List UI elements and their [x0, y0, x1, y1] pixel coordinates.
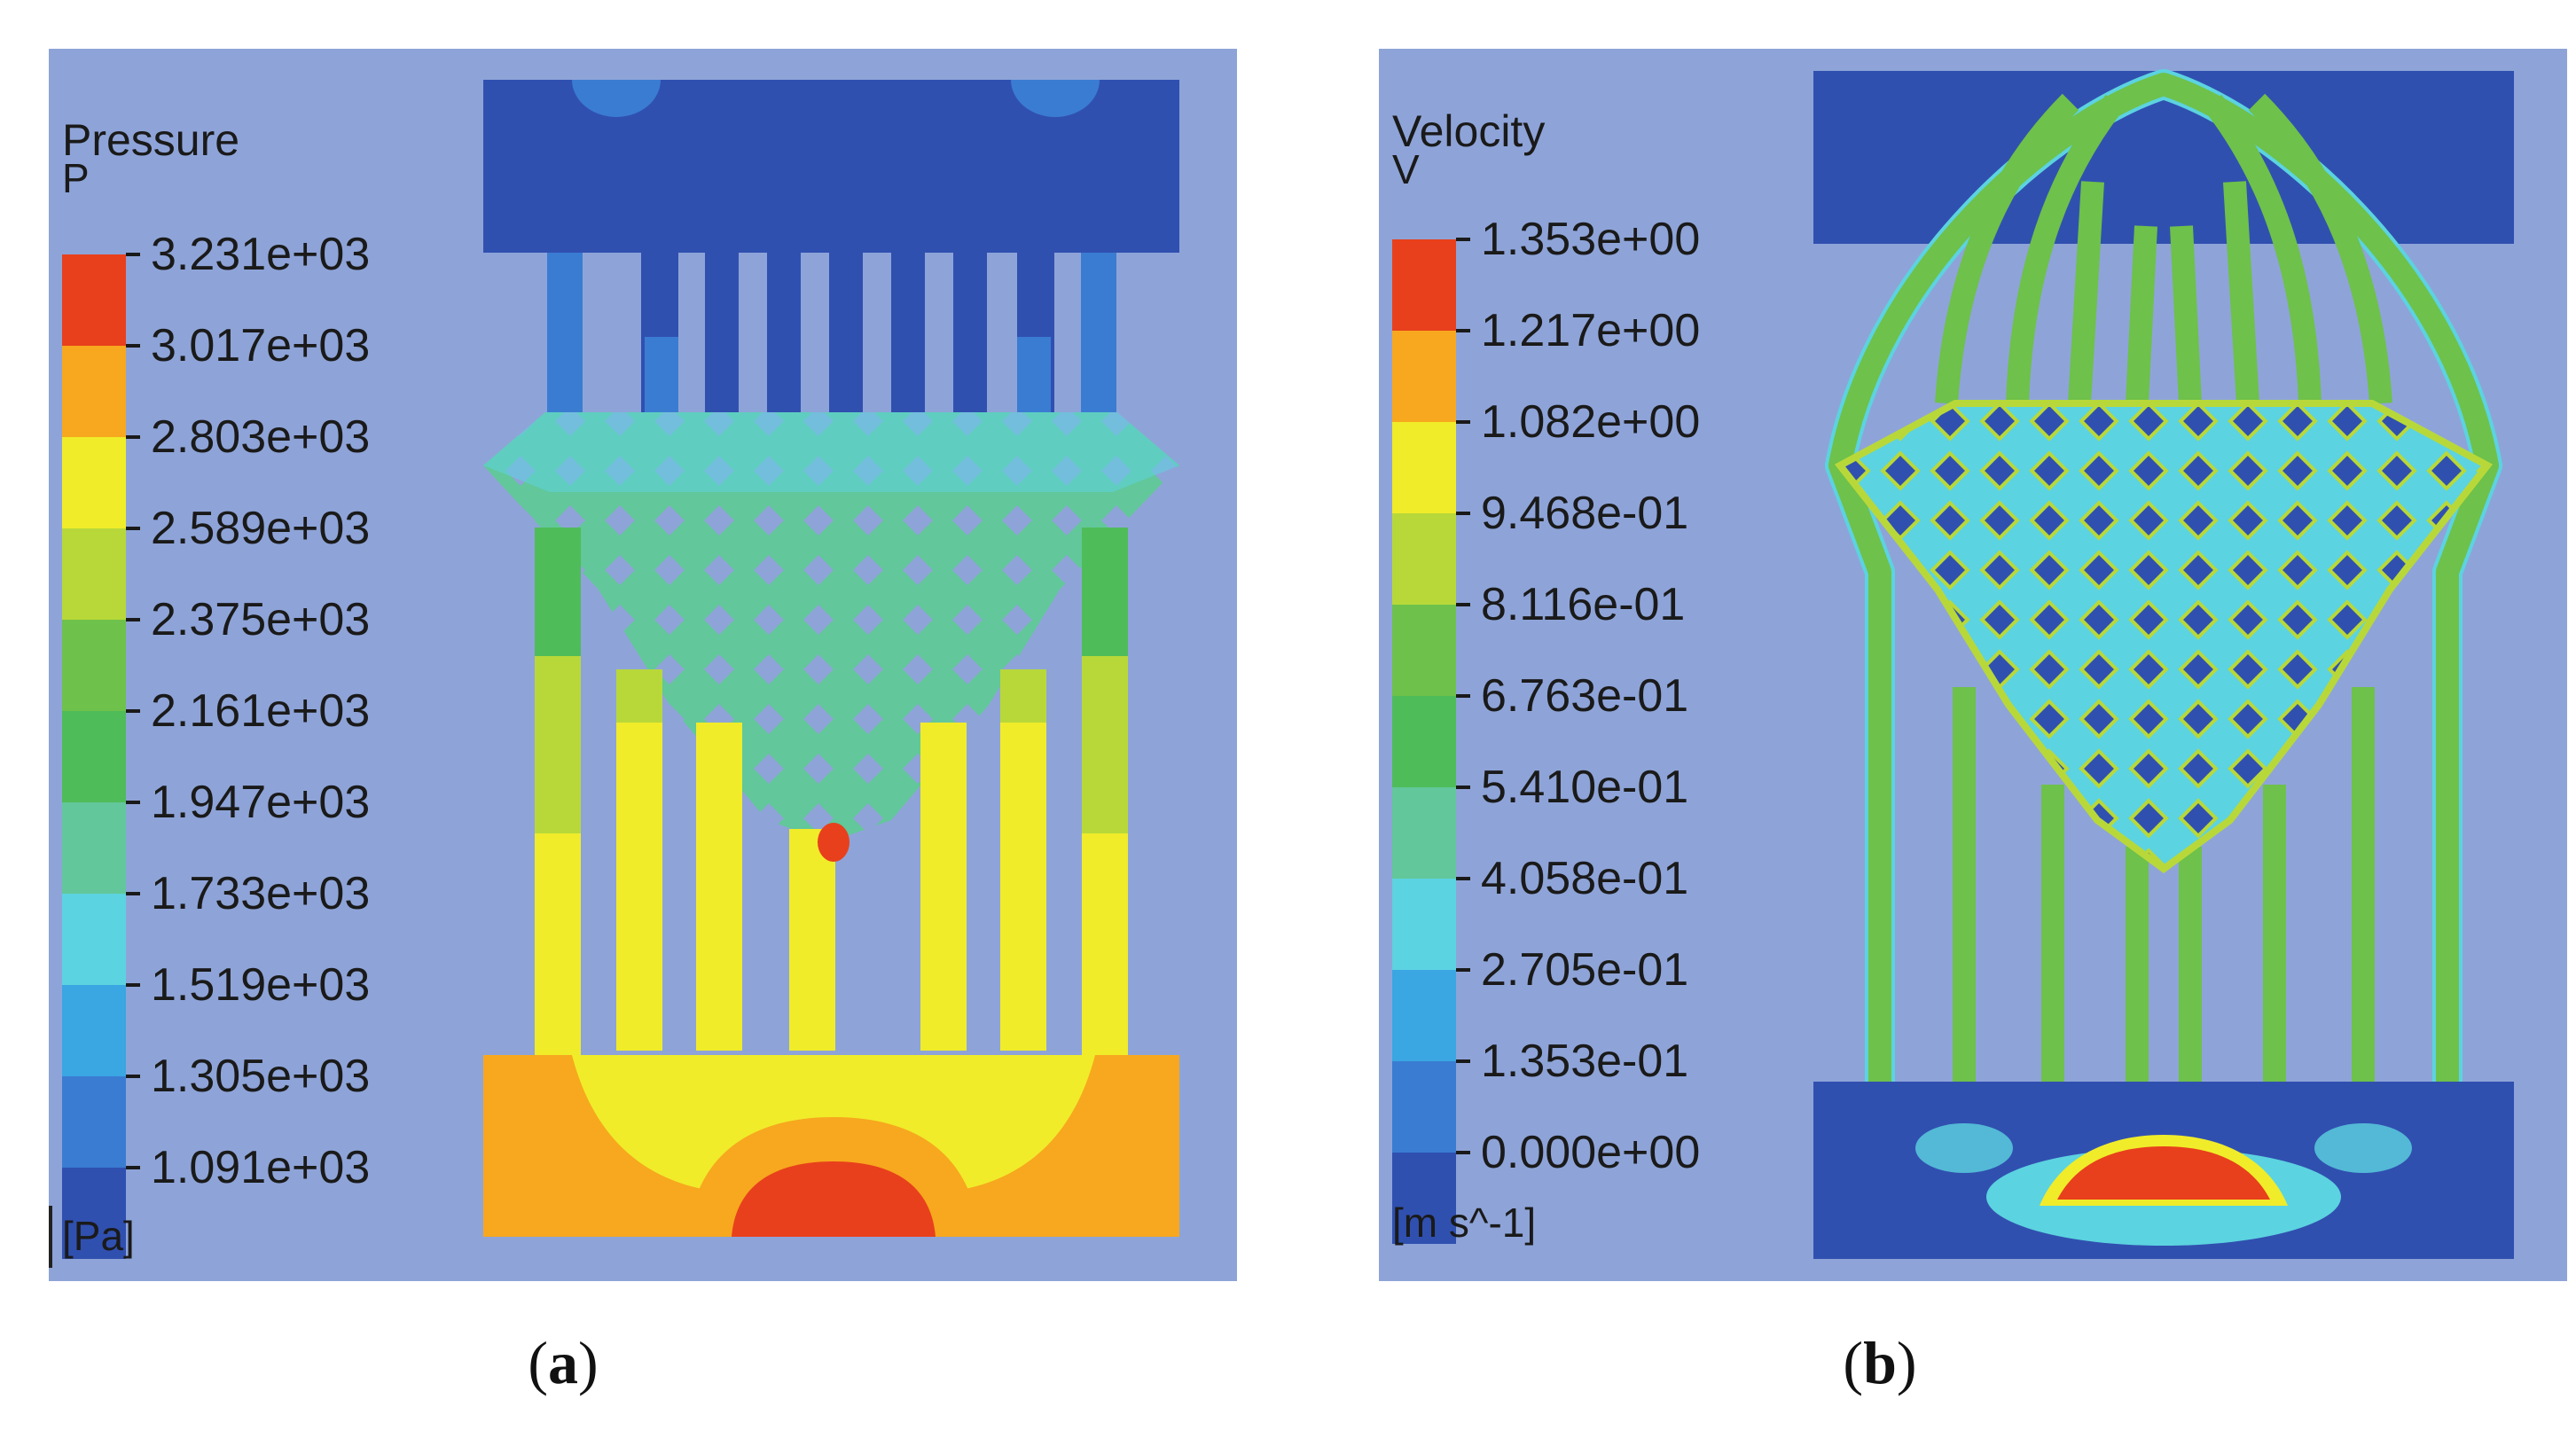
legend-tick-mark: [1456, 238, 1470, 241]
colorbar-segment: [1392, 239, 1456, 331]
legend-tick-label: 3.231e+03: [151, 229, 370, 280]
legend-tick-mark: [1456, 1151, 1470, 1154]
top-inlet-left: [572, 80, 661, 117]
legend-variable: V: [1392, 146, 1420, 192]
velocity-contour-figure: Velocity V 1.353e+00 1.217e+00 1.082e+00 9.…: [1379, 49, 2567, 1281]
colorbar-segment: [62, 620, 126, 711]
caption-b: (b): [1843, 1329, 1917, 1396]
legend-tick-label: 1.353e-01: [1481, 1036, 1688, 1087]
legend-tick-label: 1.353e+00: [1481, 214, 1700, 265]
colorbar-segment: [1392, 331, 1456, 422]
legend-tick-label: 1.082e+00: [1481, 396, 1700, 448]
colorbar-segment: [1392, 879, 1456, 970]
colorbar-segment: [1392, 696, 1456, 787]
legend-tick-mark: [1456, 968, 1470, 972]
velocity-domain: [1813, 69, 2514, 1259]
pressure-legend: Pressure P 3.231e+03 3.017e+03 2.803e+03 2.…: [49, 115, 370, 1268]
top-inlet-right: [1011, 80, 1100, 117]
legend-title: Pressure: [62, 115, 239, 165]
colorbar-segment: [62, 985, 126, 1076]
legend-tick-mark: [1456, 512, 1470, 515]
legend-colorbar: [1392, 239, 1456, 1244]
legend-title: Velocity: [1392, 106, 1545, 156]
legend-ticks: 1.353e+00 1.217e+00 1.082e+00 9.468e-01 8.11…: [1456, 214, 1700, 1178]
legend-tick-mark: [126, 892, 140, 895]
caption-a: (a): [528, 1329, 599, 1396]
colorbar-segment: [62, 894, 126, 985]
colorbar-segment: [62, 528, 126, 620]
legend-tick-label: 1.091e+03: [151, 1142, 370, 1193]
legend-tick-label: 1.733e+03: [151, 868, 370, 919]
legend-tick-mark: [126, 983, 140, 987]
colorbar-segment: [62, 1076, 126, 1168]
legend-tick-mark: [126, 801, 140, 804]
colorbar-segment: [62, 346, 126, 437]
legend-tick-mark: [1456, 603, 1470, 606]
legend-tick-mark: [126, 1166, 140, 1169]
legend-unit: [m s^-1]: [1392, 1200, 1536, 1246]
legend-tick-mark: [126, 344, 140, 348]
colorbar-segment: [62, 437, 126, 528]
legend-tick-mark: [126, 618, 140, 621]
legend-tick-label: 5.410e-01: [1481, 762, 1688, 813]
colorbar-segment: [1392, 970, 1456, 1061]
colorbar-segment: [62, 1168, 126, 1259]
legend-tick-mark: [126, 435, 140, 439]
legend-tick-mark: [1456, 877, 1470, 880]
legend-tick-label: 1.947e+03: [151, 777, 370, 828]
legend-tick-mark: [1456, 1059, 1470, 1063]
pressure-panel: Pressure P 3.231e+03 3.017e+03 2.803e+03 2.…: [49, 49, 1237, 1281]
legend-tick-mark: [1456, 420, 1470, 424]
colorbar-segment: [1392, 422, 1456, 513]
legend-tick-mark: [126, 527, 140, 530]
legend-tick-label: 3.017e+03: [151, 320, 370, 371]
colorbar-segment: [1392, 605, 1456, 696]
legend-variable: P: [62, 155, 90, 201]
velocity-legend: Velocity V 1.353e+00 1.217e+00 1.082e+00 9.…: [1392, 106, 1700, 1246]
legend-colorbar: [62, 254, 126, 1259]
pressure-hotspot-outlet: [732, 1161, 936, 1237]
colorbar-segment: [1392, 1061, 1456, 1153]
legend-tick-label: 4.058e-01: [1481, 853, 1688, 904]
upper-channels: [547, 253, 1116, 434]
velocity-panel: Velocity V 1.353e+00 1.217e+00 1.082e+00 9.…: [1379, 49, 2567, 1281]
legend-tick-label: 1.305e+03: [151, 1051, 370, 1102]
legend-tick-mark: [1456, 694, 1470, 698]
legend-tick-label: 2.161e+03: [151, 685, 370, 737]
colorbar-segment: [1392, 513, 1456, 605]
colorbar-segment: [1392, 787, 1456, 879]
lattice-mixer: [483, 412, 1179, 842]
legend-tick-label: 2.803e+03: [151, 411, 370, 463]
legend-tick-label: 0.000e+00: [1481, 1127, 1700, 1178]
legend-tick-label: 2.375e+03: [151, 594, 370, 645]
legend-tick-label: 9.468e-01: [1481, 488, 1688, 539]
pressure-domain: [483, 80, 1179, 1237]
legend-tick-mark: [126, 709, 140, 713]
colorbar-segment: [62, 802, 126, 894]
colorbar-segment: [62, 711, 126, 802]
pressure-hotspot-center: [818, 823, 850, 862]
pressure-contour-figure: Pressure P 3.231e+03 3.017e+03 2.803e+03 2.…: [49, 49, 1237, 1281]
lower-channels: [535, 528, 1128, 1055]
legend-tick-mark: [126, 1075, 140, 1078]
legend-tick-mark: [126, 253, 140, 256]
velocity-streams: [1825, 69, 2502, 1082]
colorbar-segment: [62, 254, 126, 346]
legend-tick-label: 8.116e-01: [1481, 579, 1685, 630]
legend-unit-bracket: [49, 1206, 52, 1268]
legend-tick-label: 2.589e+03: [151, 503, 370, 554]
legend-unit: [Pa]: [62, 1213, 135, 1259]
legend-ticks: 3.231e+03 3.017e+03 2.803e+03 2.589e+03 2.37…: [126, 229, 370, 1193]
legend-tick-label: 1.519e+03: [151, 959, 370, 1011]
legend-tick-label: 1.217e+00: [1481, 305, 1700, 356]
legend-tick-mark: [1456, 786, 1470, 789]
legend-tick-mark: [1456, 329, 1470, 332]
lattice-mixer: [1834, 400, 2494, 873]
outlet-jet-core: [2057, 1146, 2270, 1200]
colorbar-segment: [1392, 1153, 1456, 1244]
legend-tick-label: 2.705e-01: [1481, 944, 1688, 996]
legend-tick-label: 6.763e-01: [1481, 670, 1688, 722]
